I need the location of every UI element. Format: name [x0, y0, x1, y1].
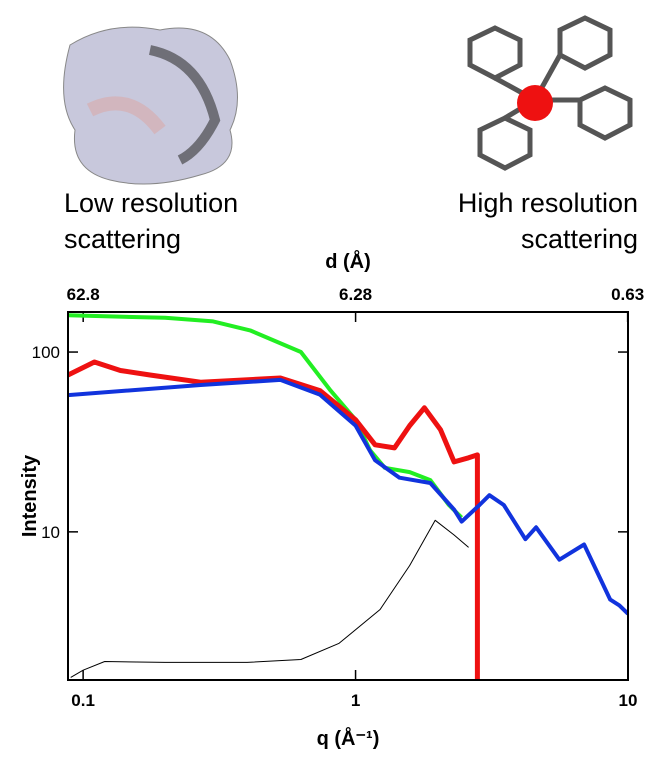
x-tick-label: 0.1 — [71, 691, 95, 710]
series-line — [68, 359, 480, 680]
plot-frame — [67, 311, 629, 681]
blob-illustration — [63, 26, 238, 185]
series-line — [70, 519, 469, 678]
y-tick-label: 100 — [32, 343, 60, 362]
series-line — [68, 313, 464, 520]
x2-tick-label: 0.63 — [611, 285, 644, 304]
annotation: scattering — [521, 224, 638, 254]
x2-axis-label: d (Å) — [325, 249, 371, 273]
annotation: Low resolution — [64, 188, 238, 218]
x2-tick-label: 62.8 — [67, 285, 100, 304]
x-axis-label: q (Å⁻¹) — [317, 726, 380, 750]
x-tick-label: 10 — [619, 691, 638, 710]
molecule-illustration — [467, 15, 633, 171]
series-line — [68, 377, 628, 616]
x2-tick-label: 6.28 — [339, 285, 372, 304]
annotation: High resolution — [458, 188, 638, 218]
x-tick-label: 1 — [351, 691, 360, 710]
y-tick-label: 10 — [41, 523, 60, 542]
annotation: scattering — [64, 224, 181, 254]
y-axis-label: Intensity — [19, 454, 41, 537]
